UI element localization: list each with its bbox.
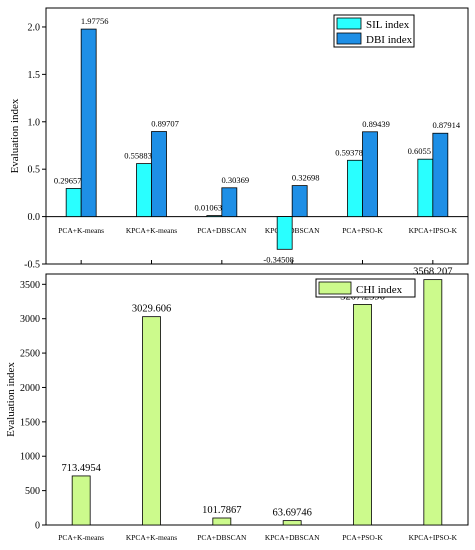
- x-tick-label: PCA+PSO-K: [342, 226, 383, 235]
- y-tick-label: 2.0: [28, 22, 41, 33]
- legend-label: CHI index: [356, 284, 403, 296]
- legend-swatch: [336, 32, 362, 45]
- legend-swatch: [318, 281, 352, 295]
- data-label: 3029.606: [132, 304, 171, 315]
- bar-dbi-index: [432, 132, 449, 217]
- y-tick-label: 0: [35, 521, 40, 532]
- x-tick-label: KPCA+IPSO-K: [409, 226, 458, 235]
- x-tick-label: PCA+DBSCAN: [197, 226, 247, 235]
- y-tick-label: 1.0: [28, 117, 41, 128]
- y-tick-label: 3000: [20, 314, 40, 325]
- top-chart: -0.5 0.0 0.5 1.0 1.5 2.0 Evaluation index PCA+K…: [9, 7, 469, 271]
- data-label: 3568.207: [413, 267, 452, 278]
- bar-sil-index: [136, 163, 152, 217]
- data-label: -0.34508: [263, 254, 293, 264]
- x-tick-label: KPCA+K-means: [126, 226, 177, 235]
- y-tick-label: 0.5: [28, 165, 41, 176]
- legend-label: SIL index: [366, 19, 410, 31]
- bar-sil-index: [206, 215, 223, 217]
- bar-chi-index: [423, 279, 443, 526]
- bar-sil-index: [276, 216, 293, 250]
- plot-frame: [45, 273, 469, 526]
- data-label: 0.32698: [292, 173, 320, 183]
- x-tick-label: PCA+PSO-K: [342, 533, 383, 542]
- x-tick-label: PCA+K-means: [58, 533, 104, 542]
- y-axis-label: Evaluation index: [5, 362, 17, 437]
- y-tick-label: -0.5: [24, 260, 40, 271]
- bar-sil-index: [417, 158, 434, 217]
- x-tick-label: KPCA+IPSO-K: [409, 533, 458, 542]
- bottom-chart: 0 500 1000 1500 2000 2500 3000 3500 Evaluation i…: [5, 267, 469, 542]
- plot-frame: [45, 7, 469, 265]
- data-label: 0.01063: [195, 203, 223, 213]
- x-tick-label: KPCA+DBSCAN: [265, 533, 320, 542]
- bar-sil-index: [347, 159, 363, 217]
- y-tick-label: 0.0: [28, 212, 41, 223]
- data-label: 0.6055: [408, 146, 431, 156]
- data-label: 0.30369: [222, 175, 250, 185]
- data-label: 101.7867: [202, 505, 241, 516]
- y-tick-label: 1.5: [28, 70, 41, 81]
- x-tick-label: PCA+DBSCAN: [197, 533, 247, 542]
- bar-dbi-index: [221, 187, 238, 217]
- bar-dbi-index: [80, 28, 97, 217]
- x-tick-label: PCA+K-means: [58, 226, 104, 235]
- bar-chi-index: [142, 316, 161, 526]
- data-label: 0.89707: [151, 119, 179, 129]
- legend-label: DBI index: [366, 34, 413, 46]
- bar-dbi-index: [151, 131, 167, 217]
- data-label: 0.29657: [54, 175, 82, 185]
- data-label: 0.89439: [362, 119, 390, 129]
- bar-chi-index: [282, 520, 302, 526]
- y-tick-label: 500: [25, 486, 40, 497]
- data-label: 0.87914: [433, 120, 461, 130]
- y-tick-label: 2000: [20, 383, 40, 394]
- bar-chi-index: [71, 475, 91, 526]
- bar-dbi-index: [362, 131, 378, 217]
- legend-swatch: [336, 17, 362, 30]
- y-tick-label: 3500: [20, 280, 40, 291]
- y-tick-label: 2500: [20, 349, 40, 360]
- data-label: 713.4954: [61, 463, 101, 474]
- data-label: 0.59378: [335, 147, 363, 157]
- bar-dbi-index: [291, 185, 308, 217]
- data-label: 63.69746: [272, 508, 311, 519]
- bar-sil-index: [65, 188, 82, 217]
- bar-chi-index: [353, 304, 372, 526]
- data-label: 0.55883: [124, 151, 152, 161]
- data-label: 1.97756: [81, 16, 109, 26]
- y-tick-label: 1000: [20, 452, 40, 463]
- bar-chi-index: [212, 517, 232, 526]
- y-tick-label: 1500: [20, 417, 40, 428]
- x-tick-label: KPCA+K-means: [126, 533, 177, 542]
- y-axis-label: Evaluation index: [9, 98, 21, 173]
